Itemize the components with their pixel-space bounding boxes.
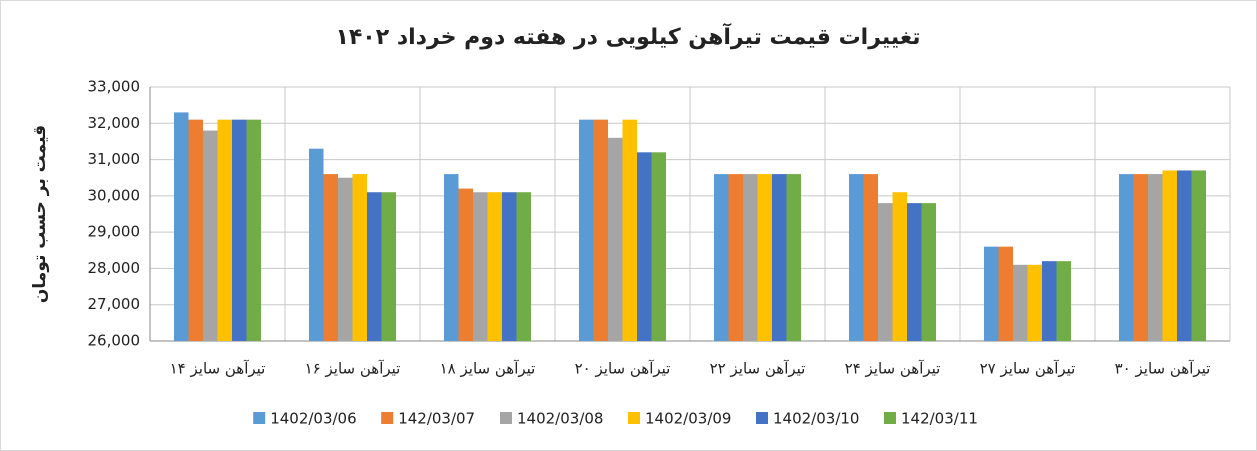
bar <box>246 119 261 342</box>
y-tick-label: 26,000 <box>88 332 141 350</box>
x-tick-label: تیرآهن سایز ۱۸ <box>440 360 536 378</box>
legend-label: 142/03/07 <box>398 410 475 428</box>
y-tick-label: 27,000 <box>88 295 141 313</box>
x-tick-label: تیرآهن سایز ۲۴ <box>845 360 941 378</box>
bar <box>593 119 608 342</box>
bar <box>1133 174 1148 341</box>
y-tick-label: 33,000 <box>88 78 141 96</box>
x-tick-label: تیرآهن سایز ۲۷ <box>980 360 1076 378</box>
bar <box>921 203 936 341</box>
legend-swatch <box>253 412 266 424</box>
bar <box>1177 170 1192 341</box>
legend-label: 142/03/11 <box>901 410 978 428</box>
bar <box>849 174 864 341</box>
legend-swatch <box>756 412 768 424</box>
legend-swatch <box>381 412 394 424</box>
bar <box>772 174 787 341</box>
bar <box>502 192 517 341</box>
bar <box>637 152 652 341</box>
bar <box>516 192 531 341</box>
legend-swatch <box>500 412 512 424</box>
bar <box>309 148 324 341</box>
bar <box>1056 261 1071 341</box>
bar <box>878 203 893 341</box>
bar <box>998 246 1013 341</box>
bar <box>863 174 878 341</box>
y-tick-label: 28,000 <box>88 259 141 277</box>
bar <box>1027 264 1042 341</box>
bar <box>1191 170 1206 341</box>
bar <box>444 174 459 341</box>
legend-label: 1402/03/10 <box>773 410 859 428</box>
bar <box>217 119 232 342</box>
y-axis-label: قیمت بر حسب تومان <box>30 125 50 303</box>
bar <box>203 130 218 341</box>
bar <box>487 192 502 341</box>
bar <box>352 174 367 341</box>
y-tick-label: 30,000 <box>88 186 141 204</box>
bar <box>1162 170 1177 341</box>
x-tick-label: تیرآهن سایز ۳۰ <box>1115 360 1211 378</box>
bar <box>458 188 473 341</box>
legend-label: 1402/03/08 <box>517 410 603 428</box>
bar <box>984 246 999 341</box>
y-tick-label: 31,000 <box>88 150 141 168</box>
legend-label: 1402/03/09 <box>645 410 731 428</box>
bar <box>907 203 922 341</box>
legend-swatch <box>884 412 896 424</box>
bar <box>579 119 594 342</box>
bar <box>786 174 801 341</box>
bar <box>743 174 758 341</box>
x-tick-label: تیرآهن سایز ۲۰ <box>575 360 671 378</box>
bar <box>1119 174 1134 341</box>
y-tick-label: 29,000 <box>88 223 141 241</box>
chart-title: تغییرات قیمت تیرآهن کیلویی در هفته دوم خ… <box>335 22 920 50</box>
bar <box>608 137 623 341</box>
bar <box>367 192 382 341</box>
bar <box>1042 261 1057 341</box>
bar <box>622 119 637 342</box>
x-tick-label: تیرآهن سایز ۱۶ <box>305 360 401 378</box>
bar <box>232 119 247 342</box>
bar <box>1148 174 1163 341</box>
bar <box>473 192 488 341</box>
bar <box>651 152 666 341</box>
bar <box>174 112 189 342</box>
legend-swatch <box>628 412 640 424</box>
x-tick-label: تیرآهن سایز ۱۴ <box>170 360 266 378</box>
y-tick-label: 32,000 <box>88 114 141 132</box>
bar <box>323 174 338 341</box>
bar <box>714 174 729 341</box>
bar <box>381 192 396 341</box>
legend-label: 1402/03/06 <box>270 410 356 428</box>
bar <box>757 174 772 341</box>
x-tick-label: تیرآهن سایز ۲۲ <box>710 360 806 378</box>
bar <box>338 177 353 341</box>
bar <box>188 119 203 342</box>
bar <box>892 192 907 341</box>
bar <box>728 174 743 341</box>
bar <box>1013 264 1028 341</box>
